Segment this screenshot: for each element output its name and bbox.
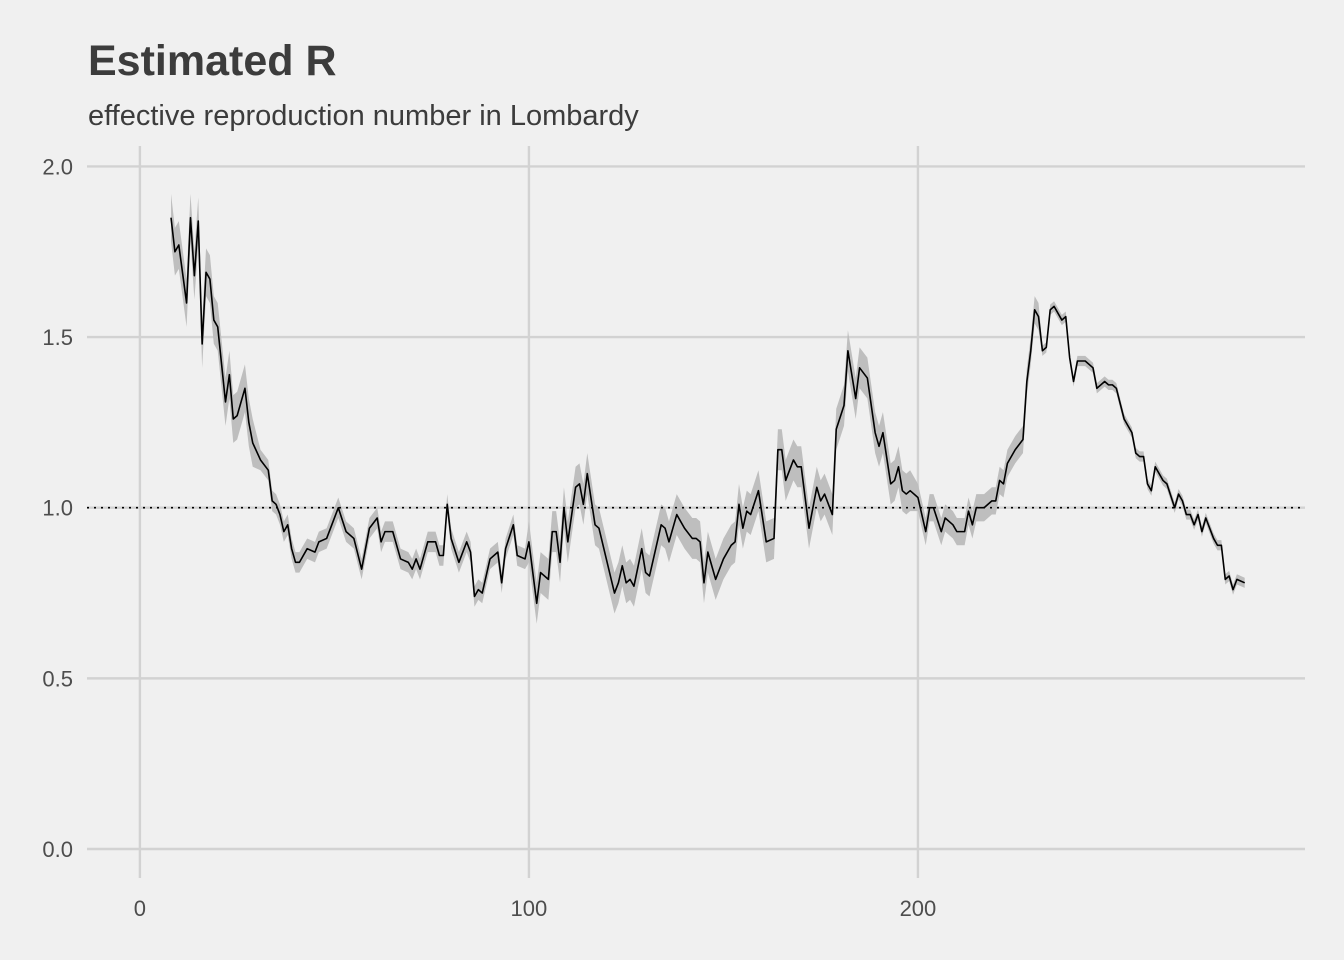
confidence-ribbon: [171, 193, 1245, 624]
x-tick-label: 0: [134, 896, 146, 921]
x-axis-tick-labels: 0 100 200: [134, 896, 937, 921]
y-tick-label: 0.0: [42, 837, 73, 862]
chart-subtitle: effective reproduction number in Lombard…: [88, 100, 639, 132]
y-axis-tick-labels: 0.0 0.5 1.0 1.5 2.0: [42, 154, 73, 862]
y-tick-label: 0.5: [42, 666, 73, 691]
series-line-group: [170, 216, 1246, 605]
y-tick-label: 2.0: [42, 154, 73, 179]
x-tick-label: 100: [511, 896, 548, 921]
r-estimate-line: [170, 216, 1246, 605]
x-tick-label: 200: [900, 896, 937, 921]
confidence-ribbon-group: [171, 193, 1245, 624]
y-tick-label: 1.5: [42, 325, 73, 350]
y-tick-label: 1.0: [42, 496, 73, 521]
chart-title: Estimated R: [88, 37, 337, 85]
